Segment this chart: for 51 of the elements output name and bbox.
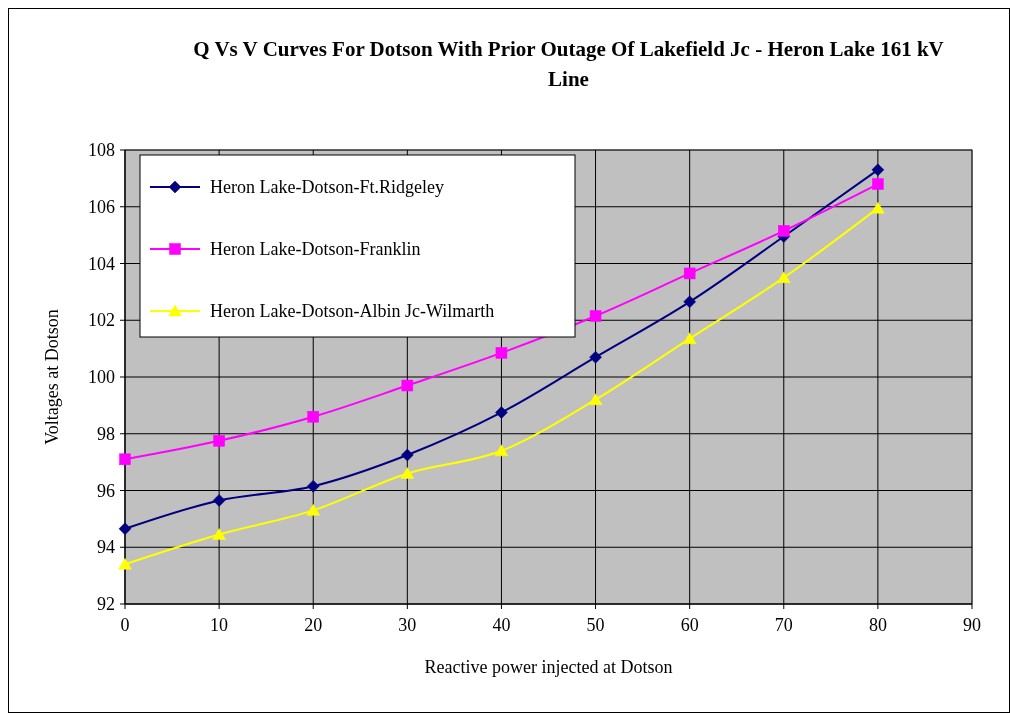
point — [118, 522, 132, 536]
point — [306, 504, 320, 516]
x-tick-label: 10 — [210, 615, 229, 635]
x-tick-label: 80 — [868, 615, 887, 635]
y-axis-title: Voltages at Dotson — [42, 309, 62, 445]
point — [871, 201, 885, 214]
y-tick-label: 92 — [97, 594, 115, 614]
point — [777, 271, 791, 283]
y-tick-label: 100 — [88, 367, 115, 387]
x-tick-label: 40 — [492, 615, 511, 635]
y-tick-label: 96 — [97, 480, 115, 501]
point — [588, 393, 603, 405]
point — [683, 267, 696, 280]
point — [400, 467, 415, 479]
point — [872, 178, 884, 190]
point — [118, 558, 132, 570]
legend-label: Heron Lake-Dotson-Franklin — [210, 239, 421, 259]
point — [306, 479, 320, 493]
point — [778, 225, 790, 237]
x-tick-label: 70 — [774, 615, 793, 635]
x-tick-label: 90 — [963, 615, 981, 635]
x-tick-label: 0 — [120, 615, 130, 635]
point — [495, 347, 508, 359]
point — [213, 435, 225, 447]
point — [307, 410, 319, 423]
x-tick-label: 50 — [586, 615, 605, 635]
point — [212, 528, 226, 540]
x-tick-label: 60 — [680, 615, 699, 635]
point — [494, 444, 509, 457]
point — [212, 494, 226, 507]
y-tick-label: 102 — [88, 310, 115, 331]
y-tick-label: 94 — [97, 537, 115, 558]
x-tick-label: 20 — [304, 615, 323, 635]
legend-label: Heron Lake-Dotson-Albin Jc-Wilmarth — [210, 301, 495, 321]
x-axis-title: Reactive power injected at Dotson — [424, 657, 673, 677]
point — [683, 295, 696, 309]
point — [589, 310, 602, 322]
point — [682, 332, 697, 344]
point — [401, 379, 414, 392]
y-tick-label: 104 — [88, 253, 115, 274]
point — [495, 406, 508, 419]
point — [401, 448, 414, 462]
point — [589, 350, 602, 364]
legend-label: Heron Lake-Dotson-Ft.Ridgeley — [210, 177, 444, 197]
y-tick-label: 106 — [88, 196, 115, 217]
x-tick-label: 30 — [398, 615, 417, 635]
y-tick-label: 98 — [97, 423, 115, 444]
y-tick-label: 108 — [88, 140, 115, 160]
point — [871, 163, 885, 177]
point — [119, 453, 131, 466]
chart-title: Q Vs V Curves For Dotson With Prior Outage Of Lakefield Jc - Heron Lake 161 kV Line — [193, 37, 944, 91]
